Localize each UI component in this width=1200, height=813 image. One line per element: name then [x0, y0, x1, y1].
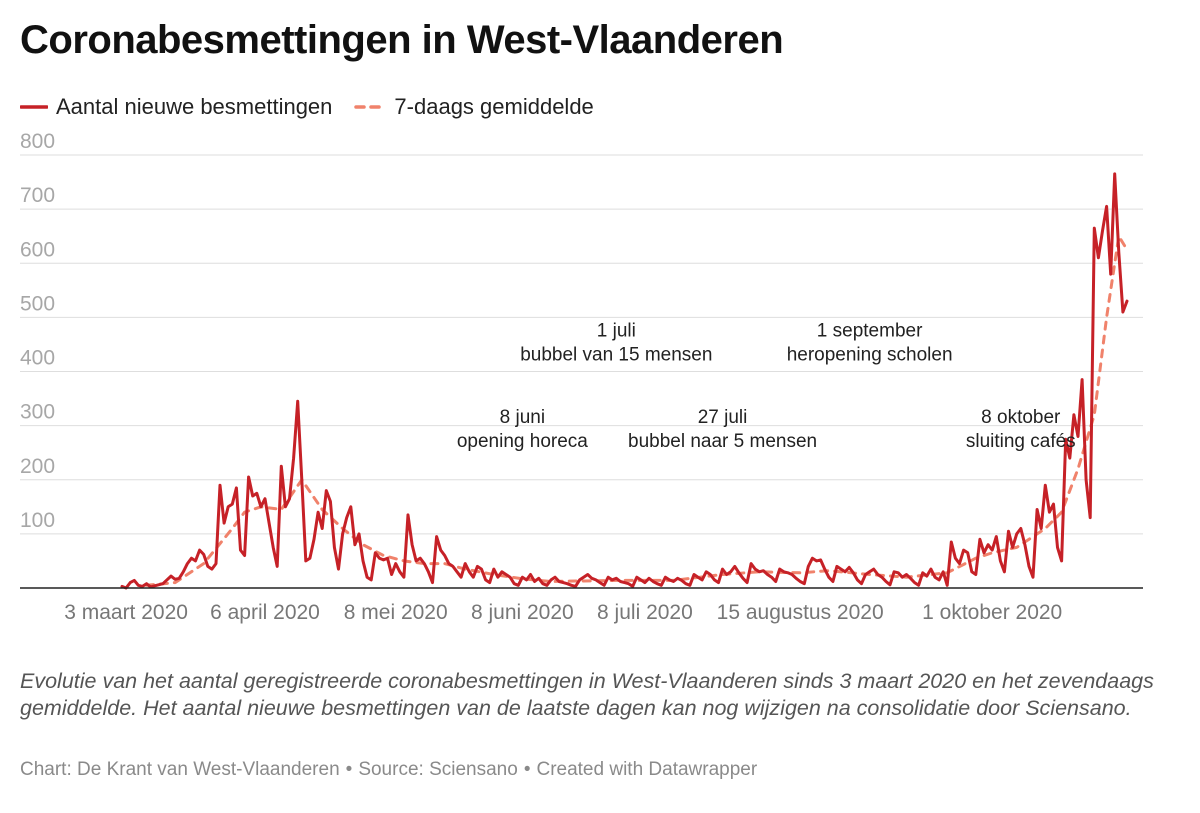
annotation-label: 27 juli: [698, 407, 748, 428]
annotation-label: sluiting cafés: [966, 431, 1076, 452]
annotation-label: bubbel van 15 mensen: [520, 344, 712, 365]
annotation-label: 8 juni: [500, 407, 545, 428]
y-tick-label: 100: [20, 509, 55, 532]
annotation-label: 1 juli: [597, 320, 636, 341]
x-tick-label: 15 augustus 2020: [717, 601, 884, 624]
y-tick-label: 800: [20, 130, 55, 153]
annotation-label: heropening scholen: [787, 344, 953, 365]
x-tick-label: 6 april 2020: [210, 601, 320, 624]
annotation-label: 1 september: [817, 320, 923, 341]
x-tick-label: 3 maart 2020: [64, 601, 188, 624]
annotation-label: 8 oktober: [981, 407, 1061, 428]
footer-separator: •: [345, 759, 353, 780]
y-tick-label: 600: [20, 238, 55, 261]
x-tick-label: 8 juni 2020: [471, 601, 574, 624]
legend-item-average: 7-daags gemiddelde: [354, 94, 594, 120]
legend-solid-line-icon: [20, 105, 48, 109]
y-tick-label: 300: [20, 401, 55, 424]
chart-title: Coronabesmettingen in West-Vlaanderen: [20, 18, 784, 62]
y-tick-label: 400: [20, 347, 55, 370]
annotation-label: bubbel naar 5 mensen: [628, 431, 817, 452]
y-tick-label: 500: [20, 292, 55, 315]
x-tick-label: 8 mei 2020: [344, 601, 448, 624]
line-chart: 100 200 300 400 500 600 700 800 3 maart 2020 6 ap…: [20, 130, 1143, 624]
x-tick-label: 1 oktober 2020: [922, 601, 1062, 624]
legend-item-daily: Aantal nieuwe besmettingen: [20, 94, 332, 120]
footer-source: Source: Sciensano: [358, 759, 518, 780]
chart-footer: Chart: De Krant van West-Vlaanderen • Sour…: [20, 759, 757, 781]
y-tick-label: 200: [20, 455, 55, 478]
y-tick-label: 700: [20, 184, 55, 207]
legend-label-average: 7-daags gemiddelde: [394, 94, 594, 119]
legend: Aantal nieuwe besmettingen 7-daags gemid…: [20, 94, 616, 120]
chart-description: Evolutie van het aantal geregistreerde c…: [20, 669, 1154, 720]
x-tick-label: 8 juli 2020: [597, 601, 693, 624]
legend-label-daily: Aantal nieuwe besmettingen: [56, 94, 333, 119]
series-line-daily: [120, 172, 1129, 590]
series-line-average: [145, 234, 1129, 587]
footer-separator: •: [523, 759, 531, 780]
footer-created: Created with Datawrapper: [536, 759, 758, 780]
annotation-label: opening horeca: [457, 431, 588, 452]
legend-dashed-line-icon: [354, 105, 387, 109]
footer-credit: Chart: De Krant van West-Vlaanderen: [20, 759, 340, 780]
